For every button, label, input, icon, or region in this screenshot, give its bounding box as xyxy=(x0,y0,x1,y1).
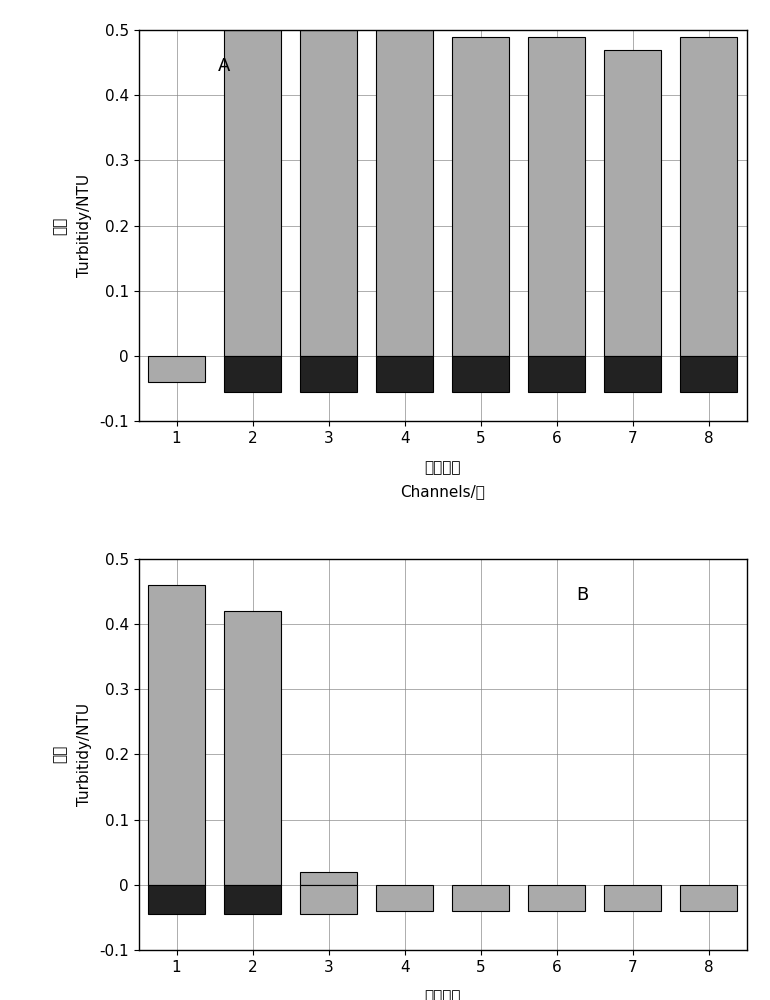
Bar xyxy=(681,356,738,392)
Text: A: A xyxy=(218,57,230,75)
Bar xyxy=(300,356,357,392)
Bar xyxy=(224,611,281,885)
Text: 反应通道: 反应通道 xyxy=(424,989,461,1000)
Bar xyxy=(148,585,205,885)
Bar xyxy=(681,885,738,911)
Bar xyxy=(224,30,281,356)
Bar xyxy=(452,356,509,392)
Text: 反应通道: 反应通道 xyxy=(424,461,461,476)
Bar xyxy=(148,885,205,914)
Y-axis label: Turbitidy/NTU: Turbitidy/NTU xyxy=(77,703,92,806)
Text: Channels/个: Channels/个 xyxy=(400,484,485,499)
Bar xyxy=(528,37,585,356)
Text: 浊度: 浊度 xyxy=(52,217,67,235)
Bar xyxy=(300,872,357,885)
Bar xyxy=(604,50,661,356)
Bar xyxy=(604,356,661,392)
Bar xyxy=(452,37,509,356)
Bar xyxy=(528,356,585,392)
Bar xyxy=(604,885,661,911)
Bar xyxy=(377,30,434,356)
Bar xyxy=(377,356,434,392)
Bar xyxy=(300,885,357,914)
Bar xyxy=(377,885,434,911)
Y-axis label: Turbitidy/NTU: Turbitidy/NTU xyxy=(77,174,92,277)
Bar xyxy=(148,356,205,382)
Bar xyxy=(224,356,281,392)
Bar xyxy=(681,37,738,356)
Bar xyxy=(452,885,509,911)
Bar xyxy=(300,30,357,356)
Bar xyxy=(224,885,281,914)
Bar xyxy=(528,885,585,911)
Text: B: B xyxy=(577,586,589,604)
Text: 浊度: 浊度 xyxy=(52,745,67,763)
